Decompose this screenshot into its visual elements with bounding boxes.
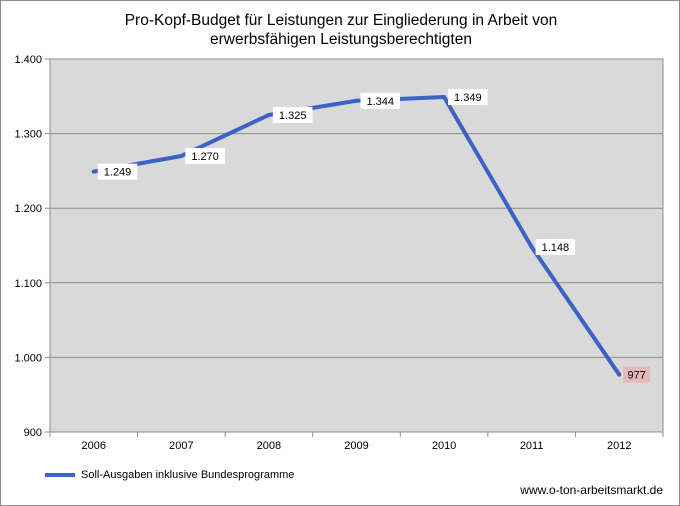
data-label-box	[360, 92, 400, 109]
x-tick-label: 2011	[520, 440, 544, 452]
y-tick-label: 900	[24, 427, 42, 439]
data-label-box	[185, 147, 225, 164]
x-tick-label: 2006	[82, 440, 106, 452]
x-tick-label: 2010	[432, 440, 456, 452]
data-label: 1.148	[542, 242, 570, 254]
data-point	[617, 372, 622, 377]
data-label: 1.344	[366, 96, 394, 108]
y-tick-label: 1.200	[14, 203, 42, 215]
y-tick-label: 1.100	[14, 278, 42, 290]
data-point	[354, 98, 359, 103]
data-label: 1.270	[191, 151, 219, 163]
y-tick-label: 1.300	[14, 129, 42, 141]
x-tick-label: 2012	[607, 440, 631, 452]
data-label: 977	[627, 370, 645, 382]
data-label: 1.325	[279, 110, 307, 122]
data-label-box	[272, 106, 313, 123]
data-label-box	[623, 366, 651, 383]
x-tick-label: 2007	[169, 440, 193, 452]
data-label-box	[97, 163, 138, 180]
data-point	[266, 112, 271, 117]
legend-label: Soll-Ausgaben inklusive Bundesprogramme	[81, 469, 295, 481]
data-label: 1.249	[104, 167, 132, 179]
line-chart: 900 1.000 1.100 1.200 1.300 1.400 2006 2007 2008…	[14, 54, 664, 452]
source-url: www.o-ton-arbeitsmarkt.de	[520, 483, 663, 497]
chart-title-line-1: Pro-Kopf-Budget für Leistungen zur Eingl…	[124, 12, 558, 29]
data-label-box	[448, 89, 488, 106]
data-point	[179, 153, 184, 158]
legend: Soll-Ausgaben inklusive Bundesprogramme	[45, 469, 294, 481]
data-point	[91, 169, 96, 174]
y-tick-label: 1.400	[14, 54, 42, 66]
x-tick-label: 2008	[257, 440, 281, 452]
data-label: 1.349	[454, 92, 482, 104]
y-tick-label: 1.000	[14, 352, 42, 364]
x-tick-label: 2009	[344, 440, 368, 452]
data-point	[529, 244, 534, 249]
chart-title-line-2: erwerbsfähigen Leistungsberechtigten	[210, 31, 472, 48]
data-point	[442, 95, 447, 100]
data-label-box	[535, 238, 576, 255]
legend-line-swatch	[45, 473, 75, 477]
